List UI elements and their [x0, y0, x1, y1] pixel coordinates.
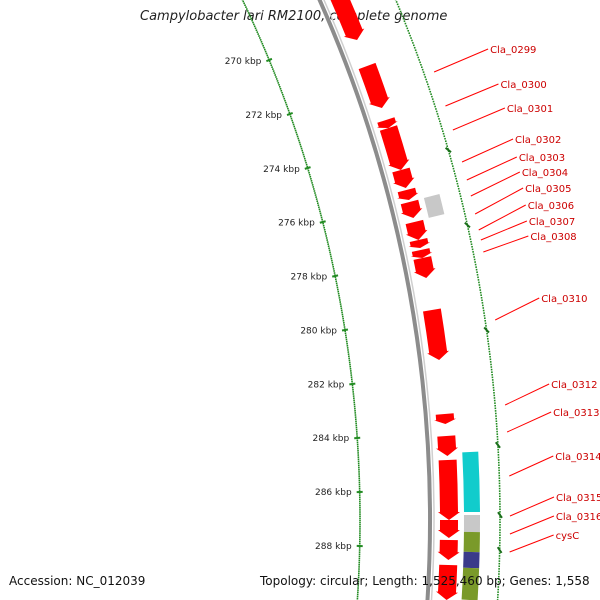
ruler-tick-label: 280 kbp: [300, 326, 337, 336]
ruler-tick: 272 kbp: [245, 111, 294, 121]
gene-label[interactable]: Cla_0316: [509, 512, 600, 535]
gene-label[interactable]: Cla_0301: [452, 104, 553, 131]
gene-label-text: cysC: [556, 531, 580, 542]
map-title: Campylobacter lari RM2100, complete geno…: [140, 9, 448, 24]
gene-arrow[interactable]: [434, 413, 457, 424]
ruler-tick-label: 272 kbp: [245, 111, 282, 121]
gene-label-text: Cla_0301: [507, 104, 553, 115]
gene-arrow[interactable]: [397, 187, 419, 200]
ruler-tick: 286 kbp: [315, 488, 363, 498]
feature-track: [323, 0, 480, 600]
gene-label[interactable]: Cla_0306: [478, 201, 574, 231]
gene-arrow[interactable]: [376, 117, 398, 128]
gene-arrow[interactable]: [358, 62, 390, 108]
gene-arrow[interactable]: [437, 520, 460, 538]
ruler-tick: 278 kbp: [291, 273, 339, 283]
backbone: [317, 0, 435, 600]
gene-arrow[interactable]: [379, 125, 410, 170]
ruler-tick: 270 kbp: [225, 57, 273, 67]
gene-label[interactable]: Cla_0303: [466, 153, 565, 181]
feature-ring-dots: [394, 0, 503, 600]
gene-block[interactable]: [463, 514, 480, 533]
gene-label-text: Cla_0307: [529, 217, 575, 228]
ruler-tick: 274 kbp: [263, 165, 311, 175]
gene-arrow[interactable]: [408, 238, 431, 248]
ruler-tick-label: 276 kbp: [278, 219, 315, 229]
gene-arrow[interactable]: [400, 199, 423, 218]
ruler-tick: 282 kbp: [308, 380, 356, 390]
gene-arrow[interactable]: [413, 256, 436, 278]
gene-arrow[interactable]: [423, 308, 450, 360]
gene-label[interactable]: Cla_0302: [461, 135, 561, 163]
gene-label[interactable]: Cla_0307: [480, 217, 575, 241]
gene-label[interactable]: Cla_0313: [506, 408, 599, 433]
gene-arrow[interactable]: [405, 219, 428, 240]
gene-block[interactable]: [463, 531, 480, 553]
gene-arrow[interactable]: [392, 167, 415, 188]
gene-label-text: Cla_0314: [555, 452, 600, 463]
gene-block[interactable]: [423, 194, 445, 218]
gene-label-text: Cla_0302: [515, 135, 561, 146]
ruler-tick-label: 284 kbp: [313, 434, 350, 444]
ruler-tick-label: 274 kbp: [263, 165, 300, 175]
ruler-tick: 276 kbp: [278, 219, 326, 229]
gene-label-text: Cla_0305: [525, 184, 571, 195]
gene-label[interactable]: Cla_0300: [445, 80, 547, 107]
gene-label[interactable]: Cla_0310: [494, 294, 588, 321]
gene-label[interactable]: Cla_0305: [474, 184, 571, 215]
ruler-tick: 280 kbp: [300, 326, 349, 336]
gene-arrow[interactable]: [323, 0, 365, 40]
gene-arrow[interactable]: [410, 248, 433, 258]
ruler-tick-label: 282 kbp: [308, 380, 345, 390]
ruler-tick: 284 kbp: [313, 434, 361, 444]
gene-label-text: Cla_0316: [556, 512, 600, 523]
accession-label: Accession: NC_012039: [9, 574, 146, 588]
ruler-tick: 288 kbp: [315, 542, 363, 552]
gene-block[interactable]: [462, 451, 480, 513]
gene-label-text: Cla_0312: [551, 380, 597, 391]
gene-arrow[interactable]: [436, 564, 458, 600]
gene-label-text: Cla_0306: [528, 201, 574, 212]
gene-label-text: Cla_0304: [522, 168, 568, 179]
gene-label-text: Cla_0315: [556, 493, 600, 504]
gene-label-text: Cla_0313: [553, 408, 599, 419]
gene-arrow[interactable]: [437, 539, 460, 560]
gene-label-text: Cla_0303: [519, 153, 565, 164]
gene-label[interactable]: Cla_0312: [504, 380, 597, 406]
coordinate-ruler: 270 kbp 272 kbp 274 kbp 276 kbp 278 kbp 280 k…: [225, 0, 363, 600]
ruler-tick-label: 278 kbp: [291, 273, 328, 283]
gene-label[interactable]: Cla_0299: [433, 45, 536, 73]
summary-label: Topology: circular; Length: 1,525,460 bp…: [260, 574, 590, 588]
gene-label-text: Cla_0308: [530, 232, 576, 243]
gene-label-text: Cla_0299: [490, 45, 536, 56]
gene-label[interactable]: cysC: [509, 531, 580, 553]
ruler-tick-label: 288 kbp: [315, 542, 352, 552]
gene-label[interactable]: Cla_0304: [470, 168, 568, 197]
gene-label[interactable]: Cla_0315: [509, 493, 600, 517]
ruler-tick-label: 270 kbp: [225, 57, 262, 67]
ruler-tick-label: 286 kbp: [315, 488, 352, 498]
gene-label-text: Cla_0300: [500, 80, 546, 91]
gene-arrow[interactable]: [436, 435, 458, 456]
gene-label[interactable]: Cla_0308: [483, 232, 577, 253]
gene-labels: Cla_0299 Cla_0300 Cla_0301 Cla_0302 Cla_0303…: [433, 45, 600, 553]
gene-arrow[interactable]: [437, 459, 460, 520]
gene-block[interactable]: [463, 551, 480, 569]
gene-label-text: Cla_0310: [541, 294, 587, 305]
gene-label[interactable]: Cla_0314: [509, 452, 600, 477]
gene-block[interactable]: [461, 567, 480, 600]
